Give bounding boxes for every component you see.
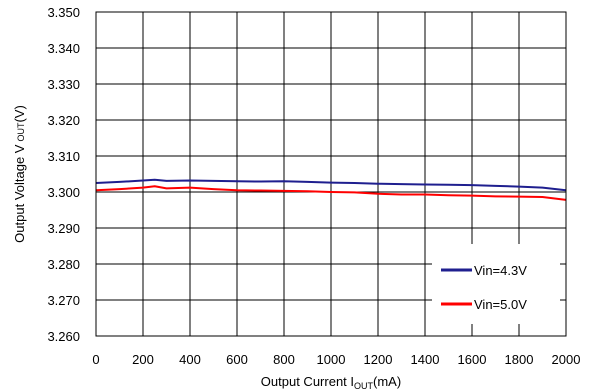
y-axis-label-main: Output Voltage V (12, 144, 27, 243)
y-tick-labels: 3.350 3.340 3.330 3.320 3.310 3.300 3.290 3.280… (47, 5, 80, 344)
y-tick-label: 3.340 (47, 41, 80, 56)
x-tick-label: 400 (179, 352, 201, 367)
y-tick-label: 3.260 (47, 329, 80, 344)
y-tick-label: 3.330 (47, 77, 80, 92)
x-tick-label: 1200 (364, 352, 393, 367)
x-tick-label: 800 (273, 352, 295, 367)
x-axis-label-main: Output Current I (261, 374, 354, 389)
legend-label-vin50: Vin=5.0V (474, 297, 527, 312)
y-tick-label: 3.310 (47, 149, 80, 164)
legend: Vin=4.3V Vin=5.0V (432, 244, 560, 324)
series-group (95, 178, 567, 201)
legend-box (432, 244, 560, 324)
y-axis-label: Output Voltage V OUT(V) (12, 105, 27, 243)
x-tick-label: 1600 (458, 352, 487, 367)
y-tick-label: 3.270 (47, 293, 80, 308)
series-line-vin50 (95, 185, 567, 201)
x-tick-label: 1000 (317, 352, 346, 367)
y-axis-label-unit: (V) (12, 105, 27, 122)
x-tick-label: 1800 (505, 352, 534, 367)
x-axis-label: Output Current IOUT(mA) (261, 374, 401, 391)
plot-frame (95, 11, 567, 337)
x-axis-label-subscript: OUT (354, 381, 374, 391)
y-axis-label-subscript: OUT (16, 122, 26, 142)
y-tick-label: 3.290 (47, 221, 80, 236)
y-tick-label: 3.350 (47, 5, 80, 20)
x-tick-label: 1400 (411, 352, 440, 367)
y-tick-label: 3.280 (47, 257, 80, 272)
x-axis-label-unit: (mA) (373, 374, 401, 389)
series-line-vin43 (95, 178, 567, 192)
x-tick-label: 2000 (552, 352, 581, 367)
y-tick-label: 3.300 (47, 185, 80, 200)
x-tick-label: 600 (226, 352, 248, 367)
y-tick-label: 3.320 (47, 113, 80, 128)
legend-label-vin43: Vin=4.3V (474, 263, 527, 278)
x-tick-label: 0 (92, 352, 99, 367)
x-tick-labels: 0 200 400 600 800 1000 1200 1400 1600 1800 2000 (92, 352, 580, 367)
x-tick-label: 200 (132, 352, 154, 367)
